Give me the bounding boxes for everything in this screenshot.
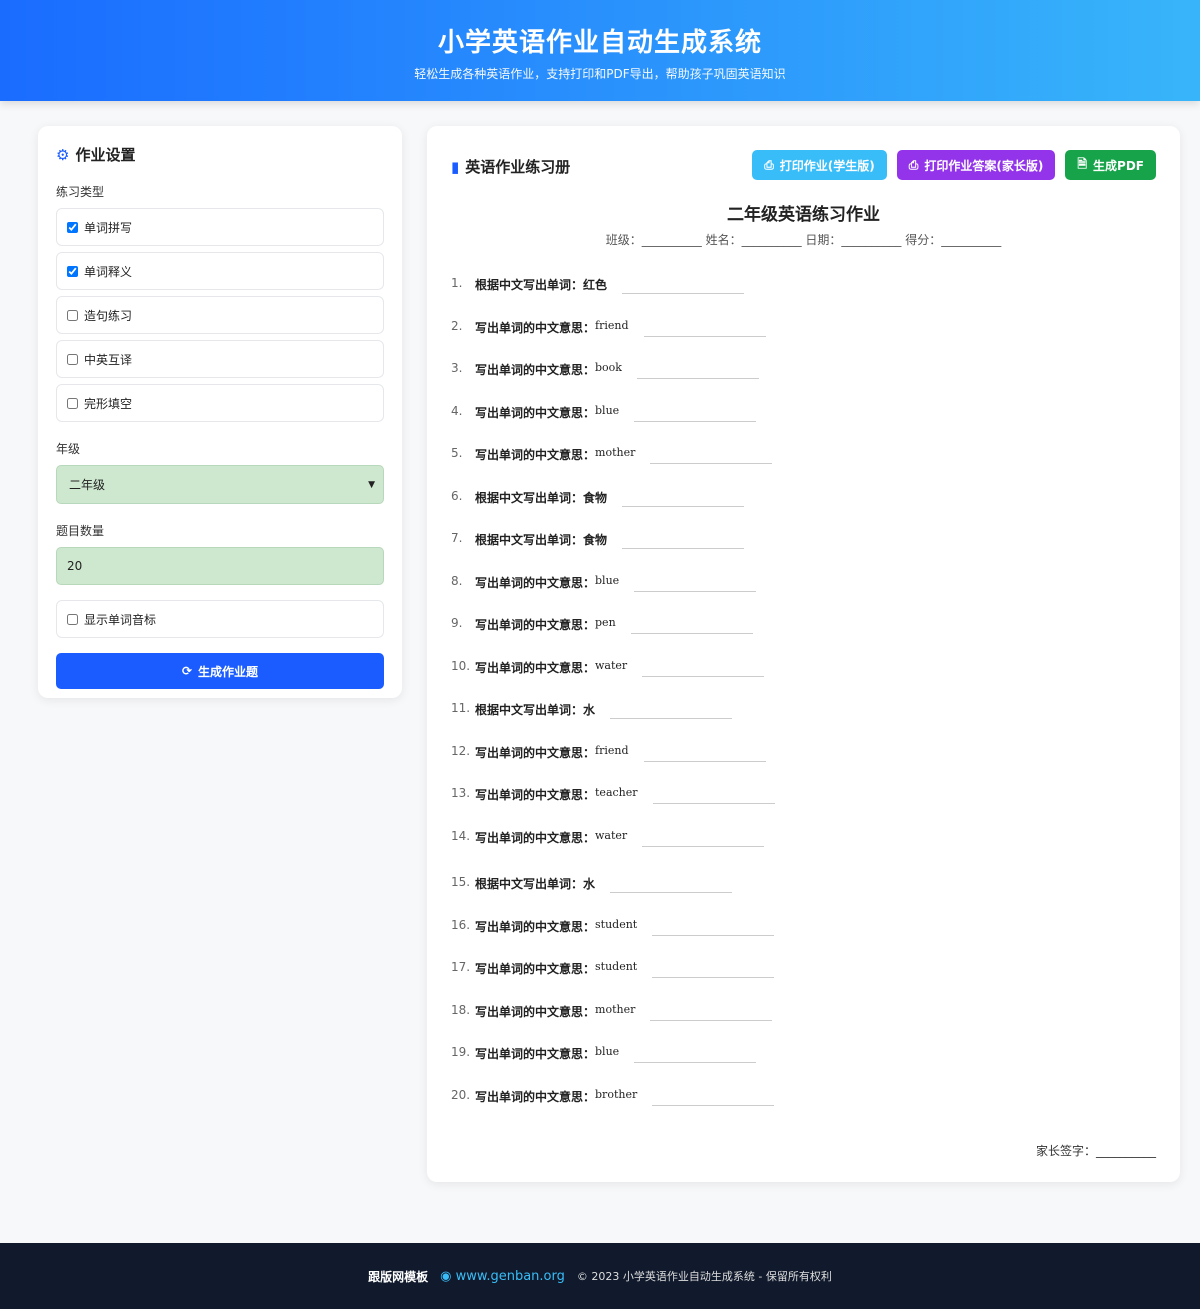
- globe-icon: ◉: [440, 1268, 452, 1284]
- question-item: 2. 写出单词的中文意思： friend: [451, 319, 766, 337]
- phonetic-checkbox[interactable]: [67, 613, 78, 625]
- count-input[interactable]: 20: [56, 547, 384, 585]
- answer-blank[interactable]: [650, 452, 773, 464]
- question-item: 1. 根据中文写出单词： 红色: [451, 276, 745, 294]
- answer-blank[interactable]: [652, 924, 775, 936]
- document-title: 二年级英语练习作业: [727, 205, 880, 225]
- answer-blank[interactable]: [634, 1051, 757, 1063]
- question-item: 12. 写出单词的中文意思： friend: [451, 744, 766, 762]
- pdf-button[interactable]: 🗎 生成PDF: [1065, 150, 1156, 180]
- answer-blank[interactable]: [634, 580, 757, 592]
- question-item: 5. 写出单词的中文意思： mother: [451, 446, 773, 464]
- type-option[interactable]: 造句练习: [56, 296, 384, 334]
- print-answer-button[interactable]: ⎙ 打印作业答案(家长版): [896, 150, 1056, 180]
- page-header: 小学英语作业自动生成系统 轻松生成各种英语作业，支持打印和PDF导出，帮助孩子巩…: [0, 0, 1200, 101]
- answer-blank[interactable]: [610, 881, 733, 893]
- book-icon: ▮: [451, 157, 460, 176]
- phonetic-option[interactable]: 显示单词音标: [56, 600, 384, 638]
- student-info-line: 班级：__________ 姓名：__________ 日期：_________…: [605, 233, 1002, 247]
- question-item: 14. 写出单词的中文意思： water: [451, 829, 765, 847]
- question-item: 19. 写出单词的中文意思： blue: [451, 1045, 757, 1063]
- type-checkbox[interactable]: [67, 397, 78, 409]
- footer-brand: 跟版网模板: [368, 1269, 429, 1284]
- chevron-down-icon: ▼: [368, 479, 375, 490]
- question-item: 10. 写出单词的中文意思： water: [451, 659, 765, 677]
- question-item: 18. 写出单词的中文意思： mother: [451, 1003, 773, 1021]
- question-item: 3. 写出单词的中文意思： book: [451, 361, 759, 379]
- type-option[interactable]: 完形填空: [56, 384, 384, 422]
- answer-blank[interactable]: [652, 792, 775, 804]
- type-option[interactable]: 中英互译: [56, 340, 384, 378]
- settings-panel: ⚙ 作业设置 练习类型 单词拼写 单词释义 造句练习 中英互译 完形填空 年级 二年级 ▼ …: [38, 126, 402, 698]
- pdf-file-icon: 🗎: [1077, 156, 1088, 171]
- question-item: 8. 写出单词的中文意思： blue: [451, 574, 757, 592]
- question-item: 13. 写出单词的中文意思： teacher: [451, 786, 775, 804]
- type-option[interactable]: 单词释义: [56, 252, 384, 290]
- printer-icon: ⎙: [908, 157, 919, 172]
- question-item: 17. 写出单词的中文意思： student: [451, 960, 775, 978]
- refresh-icon: ⟳: [181, 664, 193, 678]
- answer-blank[interactable]: [652, 966, 775, 978]
- answer-blank[interactable]: [634, 410, 757, 422]
- footer-copyright: © 2023 小学英语作业自动生成系统 - 保留所有权利: [576, 1270, 832, 1283]
- answer-blank[interactable]: [636, 367, 759, 379]
- settings-title: ⚙ 作业设置: [56, 145, 136, 165]
- workbook-panel: ▮ 英语作业练习册 ⎙ 打印作业(学生版) ⎙ 打印作业答案(家长版) 🗎 生成PDF …: [427, 126, 1180, 1182]
- grade-label: 年级: [56, 442, 81, 456]
- page-footer: 跟版网模板 ◉ www.genban.org © 2023 小学英语作业自动生成…: [0, 1243, 1200, 1309]
- question-item: 4. 写出单词的中文意思： blue: [451, 404, 757, 422]
- type-checkbox[interactable]: [67, 353, 78, 365]
- footer-link[interactable]: ◉ www.genban.org: [440, 1268, 565, 1284]
- question-item: 16. 写出单词的中文意思： student: [451, 918, 775, 936]
- printer-icon: ⎙: [764, 157, 774, 172]
- type-checkbox[interactable]: [67, 221, 78, 233]
- answer-blank[interactable]: [610, 707, 733, 719]
- question-item: 15. 根据中文写出单词：水: [451, 875, 733, 893]
- answer-blank[interactable]: [622, 282, 745, 294]
- answer-blank[interactable]: [630, 622, 753, 634]
- question-item: 20. 写出单词的中文意思： brother: [451, 1088, 775, 1106]
- question-item: 11. 根据中文写出单词：水: [451, 701, 733, 719]
- type-option[interactable]: 单词拼写: [56, 208, 384, 246]
- print-student-button[interactable]: ⎙ 打印作业(学生版): [752, 150, 887, 180]
- answer-blank[interactable]: [643, 325, 766, 337]
- gears-icon: ⚙: [56, 145, 70, 164]
- question-item: 9. 写出单词的中文意思： pen: [451, 616, 753, 634]
- site-subtitle: 轻松生成各种英语作业，支持打印和PDF导出，帮助孩子巩固英语知识: [414, 67, 786, 81]
- type-checkbox[interactable]: [67, 309, 78, 321]
- site-title: 小学英语作业自动生成系统: [437, 28, 762, 58]
- answer-blank[interactable]: [652, 1094, 775, 1106]
- answer-blank[interactable]: [650, 1009, 773, 1021]
- grade-select[interactable]: 二年级 ▼: [56, 465, 384, 504]
- workbook-title: ▮ 英语作业练习册: [451, 157, 571, 177]
- answer-blank[interactable]: [642, 835, 765, 847]
- question-item: 7. 根据中文写出单词： 食物: [451, 531, 745, 549]
- answer-blank[interactable]: [622, 537, 745, 549]
- count-label: 题目数量: [56, 524, 105, 538]
- parent-signature: 家长签字：__________: [1035, 1144, 1156, 1158]
- type-label: 练习类型: [56, 185, 105, 199]
- answer-blank[interactable]: [643, 750, 766, 762]
- generate-button[interactable]: ⟳ 生成作业题: [56, 653, 384, 689]
- answer-blank[interactable]: [642, 665, 765, 677]
- type-checkbox[interactable]: [67, 265, 78, 277]
- question-item: 6. 根据中文写出单词： 食物: [451, 489, 745, 507]
- answer-blank[interactable]: [622, 495, 745, 507]
